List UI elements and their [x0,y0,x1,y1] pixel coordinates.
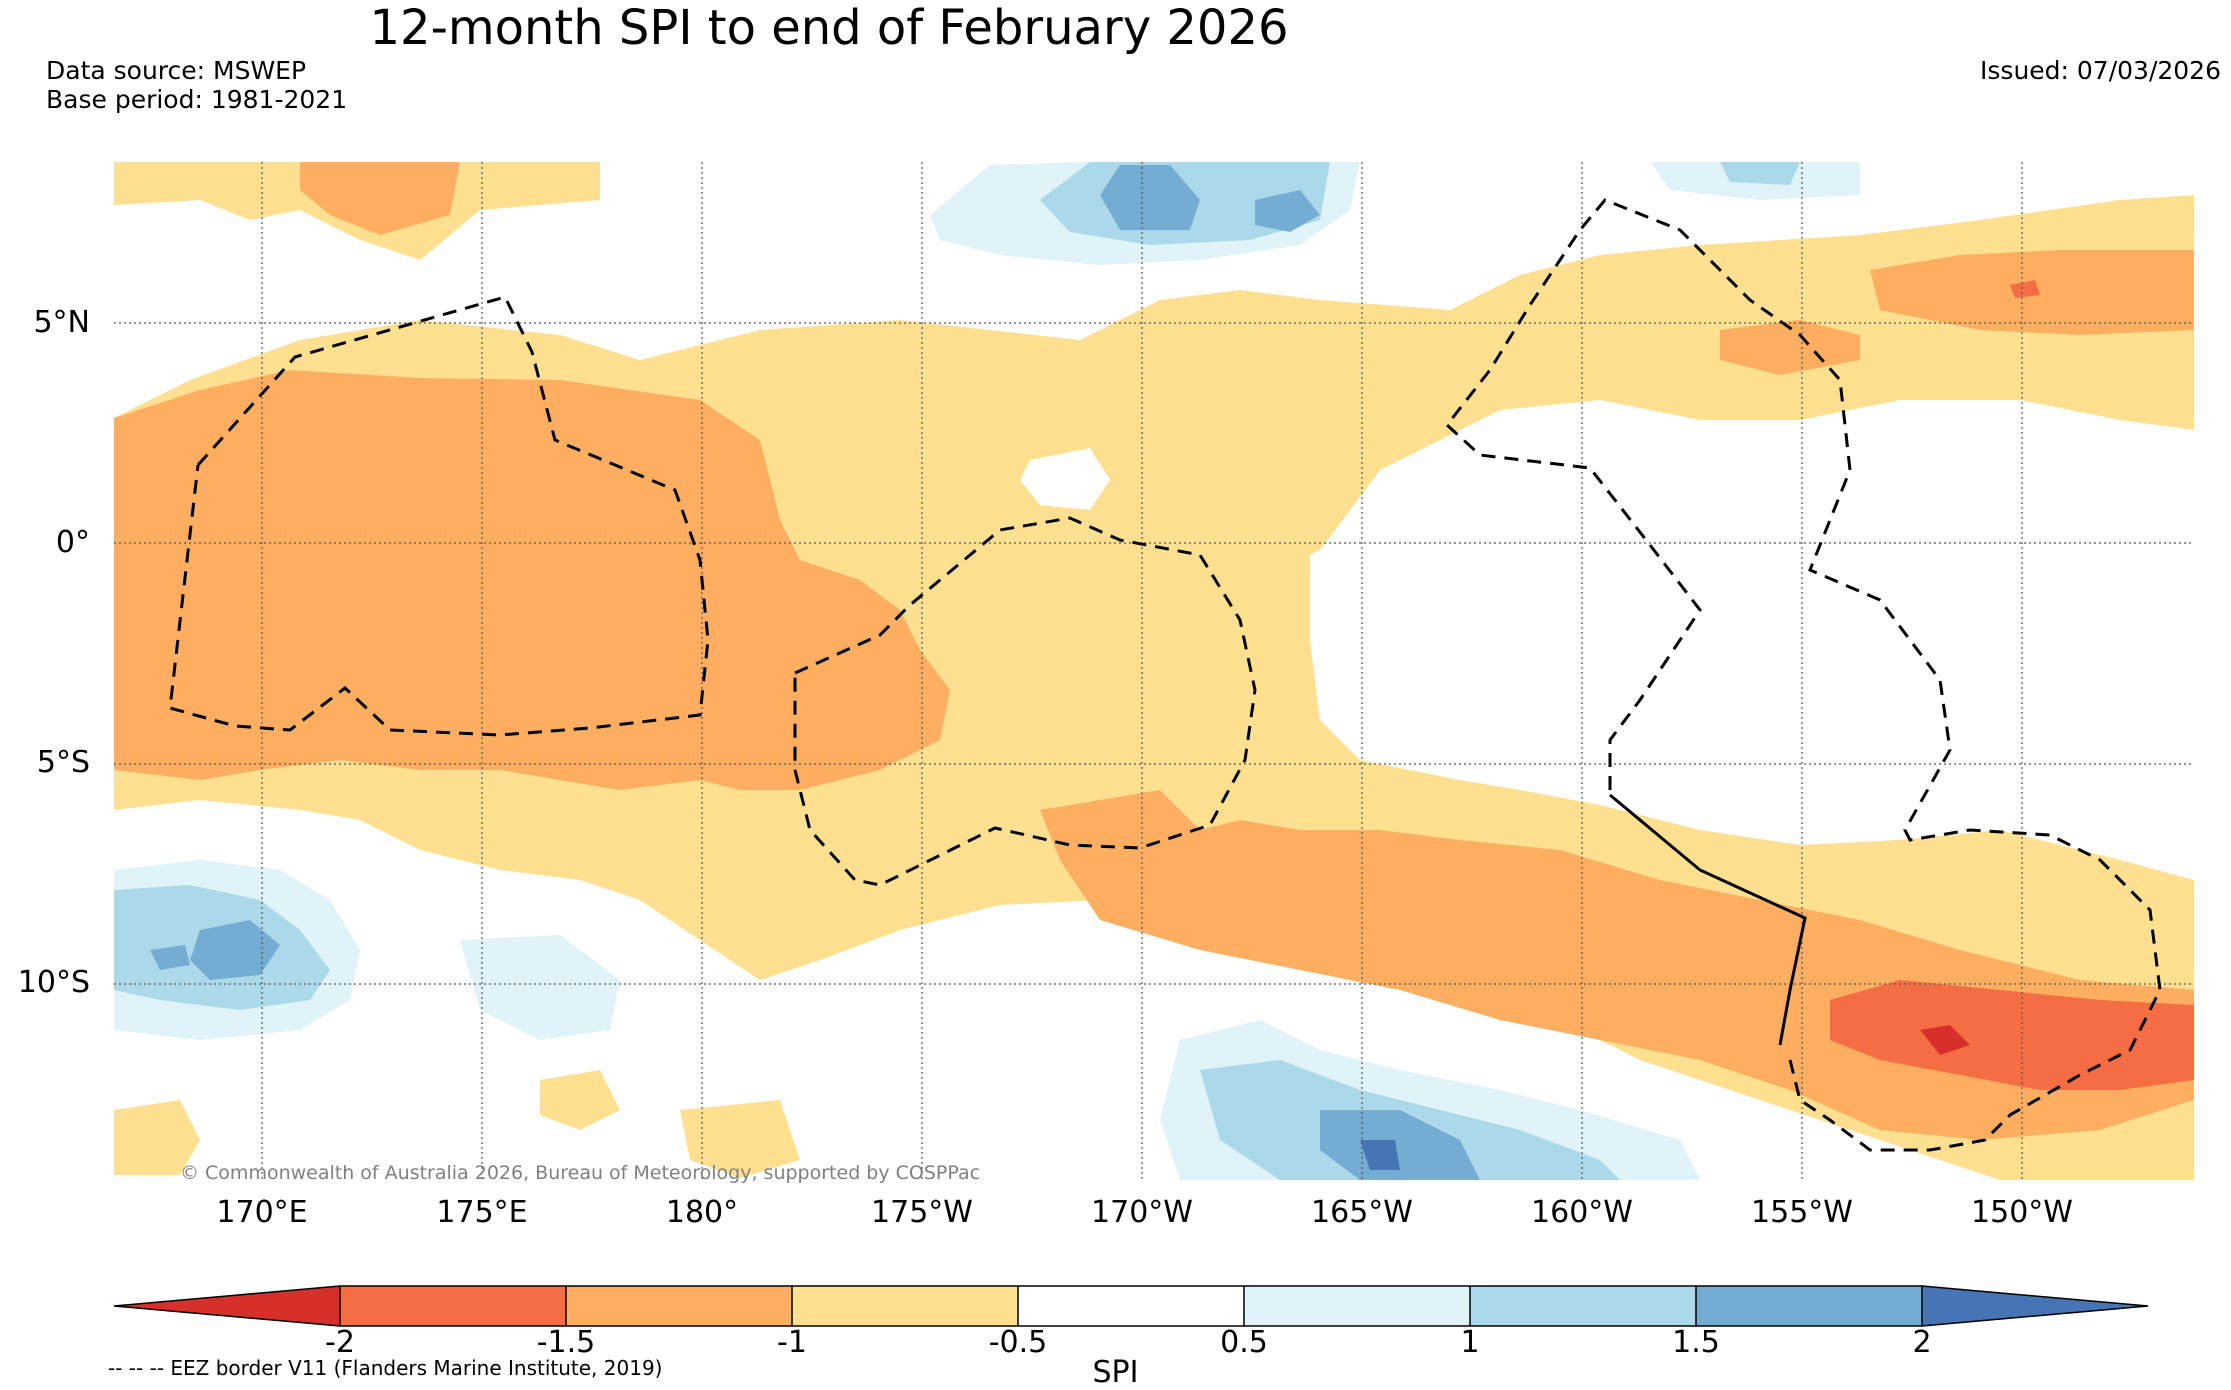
lon-label-170w: 170°W [1091,1195,1193,1230]
copyright-notice: © Commonwealth of Australia 2026, Bureau… [180,1162,981,1184]
issued-date: Issued: 07/03/2026 [1980,56,2221,85]
spi-patch [1100,165,1200,230]
spi-patch [680,1100,800,1178]
lon-label-180: 180° [665,1195,739,1230]
spi-patch [1360,1140,1400,1170]
eez-legend-note: -- -- -- EEZ border V11 (Flanders Marine… [108,1356,663,1380]
eez-border [1444,198,2162,1152]
gridlines [114,162,2194,1180]
lat-label-5s: 5°S [36,745,90,780]
lon-label-150w: 150°W [1971,1195,2073,1230]
lon-label-165w: 165°W [1311,1195,1413,1230]
spi-patch [1830,980,2194,1090]
spi-patch [1020,448,1110,510]
data-source-text: Data source: MSWEP [46,56,307,85]
spi-patch [300,162,460,235]
lat-label-5n: 5°N [33,305,90,340]
colorbar-tick-label: 1 [1460,1325,1480,1360]
lon-label-175e: 175°E [436,1195,528,1230]
chart-title: 12-month SPI to end of February 2026 [369,0,1289,56]
colorbar-tick-label: -0.5 [988,1325,1048,1360]
spi-patch [150,945,190,970]
data-source-block: Data source: MSWEP Base period: 1981-202… [46,56,347,114]
colorbar-tick-label: 1.5 [1672,1325,1720,1360]
lon-label-160w: 160°W [1531,1195,1633,1230]
base-period-text: Base period: 1981-2021 [46,85,348,114]
spi-patch [1720,162,1800,185]
spi-patch [1255,190,1320,232]
eez-border [168,295,710,737]
lon-label-170e: 170°E [216,1195,308,1230]
colorbar-tick-label: -2 [325,1325,355,1360]
lon-label-155w: 155°W [1751,1195,1853,1230]
colorbar-tick-label: 2 [1912,1325,1932,1360]
spi-patch [2010,280,2040,298]
colorbar-tick-label: -1 [777,1325,807,1360]
spi-patch [540,1070,620,1130]
colorbar-tick-label: -1.5 [536,1325,596,1360]
eez-borders [168,198,2162,1152]
lon-label-175w: 175°W [871,1195,973,1230]
eez-border [793,516,1257,887]
spi-field [114,162,2194,1180]
lat-label-0: 0° [55,525,90,560]
spi-patch [114,370,950,790]
maritime-boundary-solid [1609,793,1807,1046]
spi-patch [460,935,620,1040]
spi-patch [1920,1025,1970,1055]
spi-patch [190,920,280,980]
spi-patch [1320,1110,1480,1180]
spi-patch [114,1100,200,1175]
colorbar-tick-label: 0.5 [1220,1325,1268,1360]
lat-label-10s: 10°S [17,965,90,1000]
spi-patch [1310,410,2194,880]
spi-patch [1720,320,1860,375]
